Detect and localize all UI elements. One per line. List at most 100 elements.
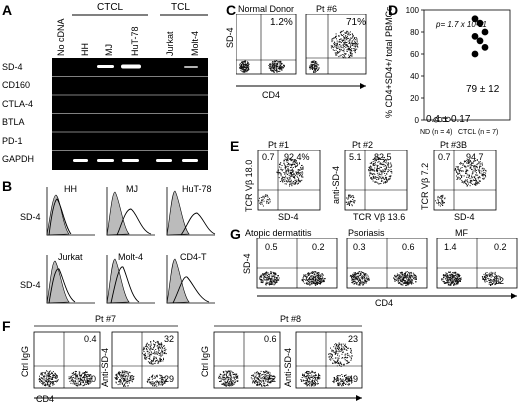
band-gapdh-mj bbox=[97, 159, 114, 162]
panel-d-ytick-label: 0 bbox=[415, 116, 420, 125]
histogram-cd4t bbox=[166, 254, 216, 304]
panelc-title-1: Pt #6 bbox=[316, 4, 338, 14]
panel-label-d: D bbox=[388, 2, 399, 18]
band-gapdh-molt4 bbox=[182, 159, 198, 162]
panel-d-ytick-label: 100 bbox=[406, 6, 420, 15]
band-sd4-mj bbox=[97, 65, 114, 68]
group-label-ctcl: CTCL bbox=[97, 2, 124, 13]
panel-label-c: C bbox=[226, 2, 237, 18]
panelg-xlabel: CD4 bbox=[375, 298, 394, 308]
panel-label-b: B bbox=[2, 178, 13, 194]
panelf-ur: 23 bbox=[348, 334, 359, 344]
scatter-dots bbox=[239, 60, 250, 73]
panelf-ur: 0.6 bbox=[264, 334, 277, 344]
scatter-dots bbox=[349, 271, 370, 286]
panele-left: 0.7 bbox=[438, 152, 451, 162]
band-sd4-molt4 bbox=[184, 66, 198, 68]
panel-d-chart: 0 20 40 60 80 100 bbox=[406, 6, 511, 125]
scatter-dots bbox=[330, 30, 359, 59]
scatter-dots bbox=[268, 60, 285, 73]
hist-title: HuT-78 bbox=[182, 184, 212, 194]
histogram-hh bbox=[46, 186, 96, 236]
scatter-dots bbox=[258, 194, 271, 207]
hist-title: MJ bbox=[126, 184, 138, 194]
panel-d-point bbox=[476, 37, 484, 45]
panel-d-point bbox=[471, 15, 479, 23]
panel-d-point bbox=[471, 33, 479, 40]
panele-title: Pt #3B bbox=[440, 140, 468, 150]
scatter-dots bbox=[345, 194, 356, 207]
panelf-lr: 49 bbox=[348, 374, 359, 384]
panel-d-point bbox=[481, 28, 489, 36]
panelf-ur: 32 bbox=[164, 334, 175, 344]
panelc-title-0: Normal Donor bbox=[238, 4, 295, 14]
panel-d-ytick-label: 20 bbox=[410, 94, 419, 103]
panele-title: Pt #1 bbox=[268, 140, 290, 150]
panelf-ylabel: Anti-SD-4 bbox=[100, 347, 110, 387]
panelf-ylabel: Ctrl IgG bbox=[200, 345, 210, 377]
scatter-dots bbox=[435, 194, 446, 207]
panelf-ylabel: Ctrl IgG bbox=[20, 345, 30, 377]
panelf-group: Pt #8 bbox=[280, 314, 302, 324]
gel-group-brackets bbox=[72, 14, 208, 16]
scatter-dots bbox=[114, 370, 135, 387]
hist-title: CD4-T bbox=[180, 252, 207, 262]
gel-row-label: PD-1 bbox=[2, 136, 23, 146]
panelf-ur: 0.4 bbox=[84, 334, 97, 344]
histogram-jurkat bbox=[46, 254, 96, 304]
panel-label-g: G bbox=[230, 226, 241, 242]
gel-image bbox=[52, 58, 208, 170]
panelc-plots bbox=[236, 14, 367, 89]
panelg-ur: 0.2 bbox=[494, 242, 507, 252]
panelg-ul: 0.5 bbox=[265, 242, 278, 252]
panele-right: 92.4% bbox=[284, 152, 310, 162]
panelf-lr: 72 bbox=[266, 374, 277, 384]
histogram-panel bbox=[46, 186, 216, 304]
panel-d-ytick-label: 60 bbox=[410, 50, 419, 59]
panelc-value-1: 71% bbox=[346, 17, 367, 28]
panele-plots bbox=[257, 150, 497, 211]
panele-left: 0.7 bbox=[262, 152, 275, 162]
lane-label-0: No cDNA bbox=[56, 18, 66, 56]
scatter-dots bbox=[328, 342, 353, 367]
panele-ylabel: anti-SD-4 bbox=[331, 165, 341, 204]
histogram-hut78 bbox=[166, 186, 216, 236]
panelg-title: MF bbox=[455, 228, 468, 238]
panel-d-pvalue: p= 1.7 x 10-11 bbox=[436, 20, 487, 29]
panelg-ul: 0.3 bbox=[353, 242, 366, 252]
panelf-xlabel: CD4 bbox=[36, 394, 55, 404]
panelf-group: Pt #7 bbox=[95, 314, 117, 324]
hist-title: Jurkat bbox=[58, 252, 83, 262]
gel-row-label: BTLA bbox=[2, 117, 25, 127]
panel-label-f: F bbox=[2, 318, 11, 334]
scatter-dots bbox=[481, 271, 502, 286]
band-sd4-hut78 bbox=[121, 64, 141, 69]
scatter-dots bbox=[454, 159, 487, 187]
scatter-dots bbox=[368, 156, 393, 185]
lane-label-3: HuT-78 bbox=[130, 26, 140, 56]
lane-label-4: Jurkat bbox=[165, 31, 175, 56]
gel-row-label: CD160 bbox=[2, 80, 31, 90]
panelc-plot-pt6 bbox=[305, 14, 367, 75]
panelc-value-0: 1.2% bbox=[270, 17, 293, 28]
scatter-dots bbox=[393, 271, 417, 286]
scatter-dots bbox=[68, 370, 93, 387]
band-gapdh-jurkat bbox=[156, 159, 172, 162]
panel-d-ctcl-label: 79 ± 12 bbox=[466, 84, 500, 95]
scatter-dots bbox=[250, 370, 275, 387]
gel-row-label: SD-4 bbox=[2, 62, 23, 72]
scatter-dots bbox=[276, 158, 304, 187]
panelg-lr: 12 bbox=[494, 276, 505, 286]
panelg-ur: 0.2 bbox=[312, 242, 325, 252]
gel-row-label: CTLA-4 bbox=[2, 99, 34, 109]
lane-label-2: MJ bbox=[104, 44, 114, 56]
panelg-lr: 50 bbox=[402, 276, 413, 286]
panel-label-a: A bbox=[2, 2, 13, 18]
panelc-xlabel: CD4 bbox=[262, 90, 281, 100]
scatter-dots bbox=[441, 271, 462, 286]
panel-d-nd-label: 0.4 ± 0.17 bbox=[426, 114, 471, 125]
panelg-ylabel: SD-4 bbox=[242, 253, 252, 274]
scatter-dots bbox=[142, 340, 167, 365]
panelc-plot-normal bbox=[236, 14, 297, 75]
panelf-lr: 60 bbox=[86, 374, 97, 384]
